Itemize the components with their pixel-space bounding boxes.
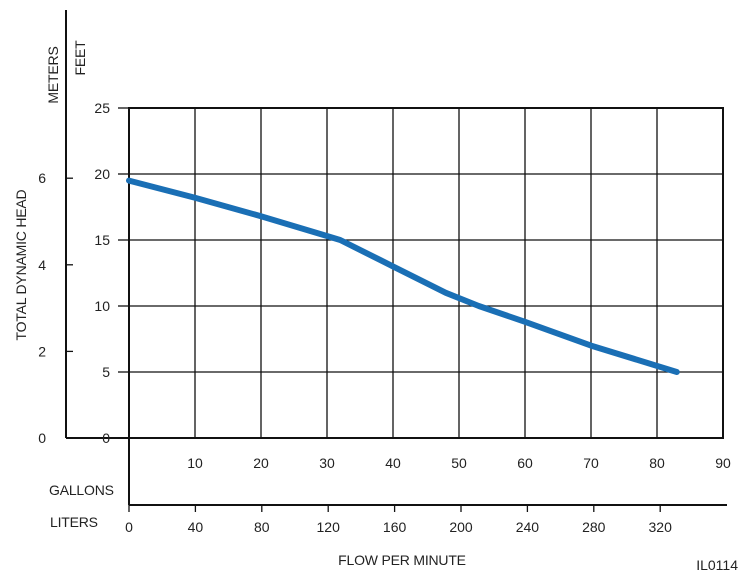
liters-tick-label: 200 [449,519,473,535]
gallons-tick-label: 60 [517,455,533,471]
y-unit-feet: FEET [72,40,88,76]
tick-labels: 0 5 10 15 20 25 0 2 4 6 10 20 30 40 50 60 70 80 90 0 40 80 120… [38,100,731,535]
liters-tick-label: 40 [188,519,204,535]
y-axis-label: TOTAL DYNAMIC HEAD [13,189,29,340]
gridlines [129,107,724,439]
liters-tick-label: 160 [383,519,407,535]
feet-tick-label: 5 [102,364,110,380]
feet-tick-label: 10 [94,298,110,314]
feet-tick-label: 25 [94,100,110,116]
gallons-tick-label: 40 [385,455,401,471]
x-unit-gallons: GALLONS [49,482,114,498]
gallons-tick-label: 80 [649,455,665,471]
plot-frame [128,107,724,439]
figure-id: IL0114 [696,557,738,573]
meters-tick-label: 0 [38,430,46,446]
data-series [126,177,680,375]
gallons-tick-label: 90 [715,455,731,471]
y-unit-meters: METERS [45,46,61,103]
liters-tick-label: 280 [582,519,606,535]
meters-tick-label: 2 [38,343,46,359]
liters-tick-label: 240 [516,519,540,535]
axis-lines [65,10,727,512]
feet-tick-label: 15 [94,232,110,248]
gallons-tick-label: 70 [583,455,599,471]
gallons-tick-label: 50 [451,455,467,471]
liters-tick-label: 80 [254,519,270,535]
head-flow-curve [126,177,680,375]
feet-tick-label: 0 [102,430,110,446]
liters-tick-label: 320 [649,519,673,535]
liters-tick-label: 120 [317,519,341,535]
gallons-tick-label: 30 [319,455,335,471]
x-unit-liters: LITERS [50,514,98,530]
meters-tick-label: 6 [38,170,46,186]
feet-tick-label: 20 [94,166,110,182]
liters-tick-label: 0 [125,519,133,535]
meters-tick-label: 4 [38,257,46,273]
gallons-tick-label: 10 [187,455,203,471]
x-axis-label: FLOW PER MINUTE [338,552,466,568]
gallons-tick-label: 20 [253,455,269,471]
